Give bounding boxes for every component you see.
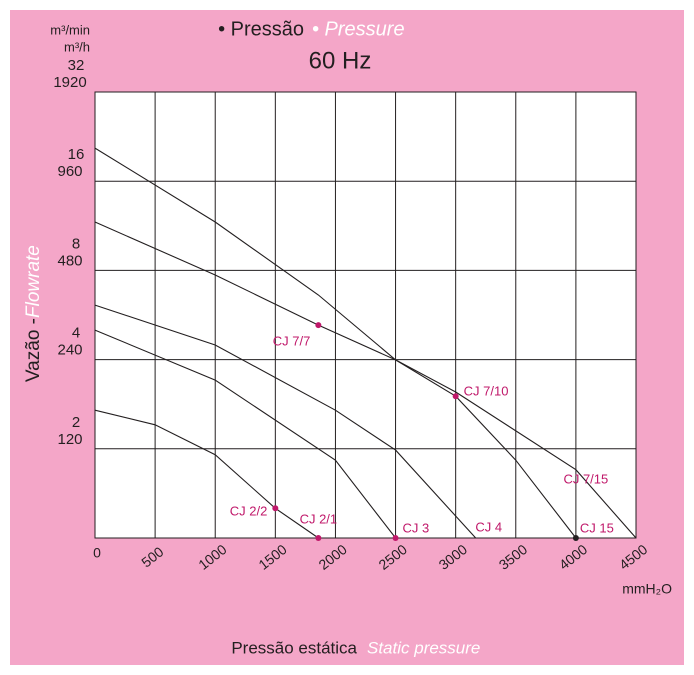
title: • Pressão (218, 18, 304, 40)
curve-label: CJ 7/15 (563, 471, 608, 486)
point-label: CJ 2/1 (300, 511, 338, 526)
y-unit: m³/min (50, 22, 90, 37)
y2-tick-label: 960 (57, 163, 82, 180)
x-label-en: Static pressure (367, 638, 480, 657)
x-tick-label: 0 (93, 545, 101, 561)
point-label: CJ 2/2 (230, 504, 268, 519)
curve (94, 304, 477, 539)
point-label: CJ 7/10 (464, 384, 509, 399)
y2-tick-label: 240 (57, 342, 82, 359)
y-label-en: Flowrate (23, 245, 44, 318)
y-tick-label: 32 (68, 57, 85, 74)
y-tick-label: 4 (72, 325, 80, 342)
curve-label: CJ 4 (475, 520, 502, 535)
y2-tick-label: 480 (57, 252, 82, 269)
y-tick-label: 16 (68, 146, 85, 163)
point (272, 505, 279, 512)
x-unit: mmH₂O (622, 581, 672, 597)
y-label: Vazão - (23, 318, 44, 382)
subtitle: 60 Hz (309, 47, 372, 74)
point (572, 535, 579, 541)
title-en: • Pressure (312, 18, 405, 40)
y-tick-label: 8 (72, 235, 80, 252)
plot-area (94, 91, 637, 539)
x-label: Pressão estática (231, 638, 357, 657)
point (392, 535, 399, 541)
point (452, 393, 459, 400)
y2-tick-label: 120 (57, 431, 82, 448)
y2-tick-label: 1920 (53, 74, 86, 91)
point (315, 535, 322, 541)
point-label: CJ 15 (580, 520, 614, 535)
curve (94, 329, 397, 539)
point-label: CJ 3 (403, 520, 430, 535)
curve (94, 221, 637, 539)
y-tick-label: 2 (72, 414, 80, 431)
y2-unit: m³/h (64, 39, 90, 54)
point-label: CJ 7/7 (273, 334, 311, 349)
curve (94, 409, 319, 539)
point (315, 322, 322, 329)
